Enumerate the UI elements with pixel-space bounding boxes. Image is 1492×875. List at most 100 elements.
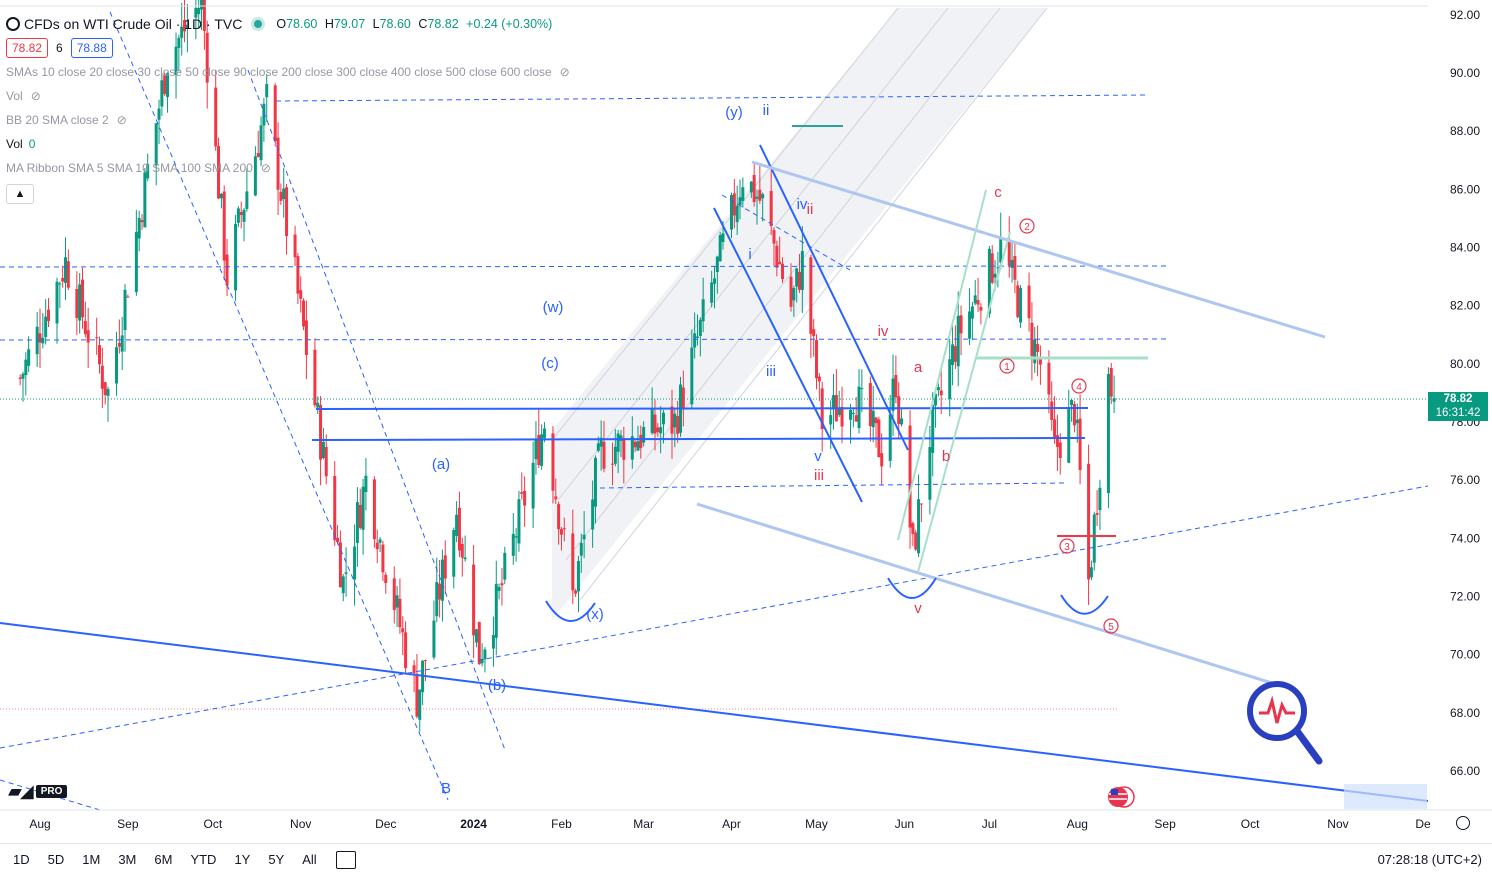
drawings xyxy=(0,11,1429,811)
candle-body xyxy=(55,281,59,324)
buy-price-button[interactable]: 78.88 xyxy=(70,38,113,58)
hidden-eye-icon[interactable]: ⊘ xyxy=(260,161,271,175)
clock-readout[interactable]: 07:28:18 (UTC+2) xyxy=(1377,852,1482,867)
candle-body xyxy=(18,377,22,379)
wave-label-red: b xyxy=(942,448,950,465)
candle-body xyxy=(333,475,337,541)
candle-body xyxy=(749,181,753,193)
candle-body xyxy=(265,84,269,98)
candle-body xyxy=(282,188,286,200)
candle-body xyxy=(993,273,997,278)
wave-label-circled: 1 xyxy=(1004,362,1010,373)
calendar-icon[interactable] xyxy=(335,850,356,869)
timeframe-all[interactable]: All xyxy=(302,852,317,867)
candle-body xyxy=(106,388,110,396)
candle-body xyxy=(582,534,586,540)
candle-body xyxy=(840,406,844,427)
hidden-eye-icon[interactable]: ⊘ xyxy=(559,65,570,79)
candle-body xyxy=(1072,403,1076,426)
candle-body xyxy=(1092,514,1096,563)
candle-body xyxy=(534,439,538,460)
candle-body xyxy=(344,572,348,574)
wedge-line xyxy=(696,502,1276,686)
candle-body xyxy=(253,156,257,196)
candle-body xyxy=(117,342,121,347)
y-tick-label: 76.00 xyxy=(1450,473,1480,487)
candle-body xyxy=(755,196,759,199)
candle-body xyxy=(1016,285,1020,318)
axis-settings-icon[interactable] xyxy=(1456,816,1470,830)
candle-body xyxy=(302,300,306,327)
indicator-label: Vol xyxy=(6,89,23,103)
candle-body xyxy=(319,404,323,460)
y-tick-label: 74.00 xyxy=(1450,531,1480,545)
level-solid xyxy=(315,407,1089,410)
candle-body xyxy=(183,19,187,32)
symbol-row: CFDs on WTI Crude Oil · 1D · TVC O78.60 … xyxy=(6,12,570,36)
candle-body xyxy=(66,261,70,288)
indicator-ma-ribbon[interactable]: MA Ribbon SMA 5 SMA 10 SMA 100 SMA 200 ⊘ xyxy=(6,156,570,180)
level-dashed xyxy=(0,265,1169,268)
timeframe-ytd[interactable]: YTD xyxy=(190,852,217,867)
candle-body xyxy=(676,416,680,434)
candle-body xyxy=(1036,344,1040,352)
candle-body xyxy=(1019,287,1023,323)
channel-solid xyxy=(713,207,863,503)
candle-body xyxy=(78,284,82,321)
candle-body xyxy=(576,561,580,592)
symbol-title[interactable]: CFDs on WTI Crude Oil · 1D · TVC xyxy=(24,16,243,32)
candle-body xyxy=(160,80,164,107)
candle-body xyxy=(1078,418,1082,471)
candle-body xyxy=(817,376,821,382)
collapse-legend-button[interactable]: ▲ xyxy=(6,184,34,204)
indicator-vol-visible[interactable]: Vol 0 xyxy=(6,132,570,156)
indicator-smas[interactable]: SMAs 10 close 20 close 30 close 50 close… xyxy=(6,60,570,84)
tradingview-logo[interactable]: ▰◢ PRO xyxy=(8,781,68,802)
candle-body xyxy=(1007,241,1011,266)
price-axis-bg[interactable] xyxy=(1428,0,1492,843)
timeframe-1m[interactable]: 1M xyxy=(82,852,101,867)
candle-body xyxy=(1047,362,1051,395)
timeframe-3m[interactable]: 3M xyxy=(118,852,137,867)
candle-body xyxy=(653,414,657,434)
y-tick-label: 82.00 xyxy=(1450,299,1480,313)
timeframe-5y[interactable]: 5Y xyxy=(268,852,285,867)
candle-body xyxy=(557,504,561,530)
candle-body xyxy=(242,209,246,222)
candle-body xyxy=(778,261,782,265)
candle-body xyxy=(761,194,765,199)
sell-price-button[interactable]: 78.82 xyxy=(6,38,49,58)
candle-body xyxy=(361,486,365,530)
candle-body xyxy=(398,598,402,628)
candle-body xyxy=(423,660,427,662)
candle-body xyxy=(480,659,484,664)
y-tick-label: 70.00 xyxy=(1450,648,1480,662)
candle-body xyxy=(415,673,419,717)
hidden-eye-icon[interactable]: ⊘ xyxy=(116,113,127,127)
candle-body xyxy=(27,349,31,366)
candle-body xyxy=(355,502,359,543)
candle-body xyxy=(775,245,779,268)
timeframe-6m[interactable]: 6M xyxy=(154,852,173,867)
y-tick-label: 68.00 xyxy=(1450,706,1480,720)
candle-body xyxy=(392,578,396,611)
candle-body xyxy=(375,542,379,550)
candle-body xyxy=(47,309,51,322)
indicator-vol[interactable]: Vol ⊘ xyxy=(6,84,570,108)
arc-low xyxy=(1060,594,1109,615)
timeframe-1y[interactable]: 1Y xyxy=(234,852,251,867)
candle-body xyxy=(551,433,555,491)
candle-body xyxy=(401,628,405,633)
candle-body xyxy=(880,453,884,467)
hidden-eye-icon[interactable]: ⊘ xyxy=(30,89,41,103)
indicator-label: MA Ribbon SMA 5 SMA 10 SMA 100 SMA 200 xyxy=(6,161,253,175)
timeframe-1d[interactable]: 1D xyxy=(13,852,30,867)
candle-body xyxy=(61,277,65,282)
candle-body xyxy=(432,620,436,658)
indicator-bb[interactable]: BB 20 SMA close 2 ⊘ xyxy=(6,108,570,132)
candle-body xyxy=(1058,442,1062,458)
timeframe-5d[interactable]: 5D xyxy=(47,852,65,867)
candle-body xyxy=(75,288,79,319)
candle-body xyxy=(1067,408,1071,463)
